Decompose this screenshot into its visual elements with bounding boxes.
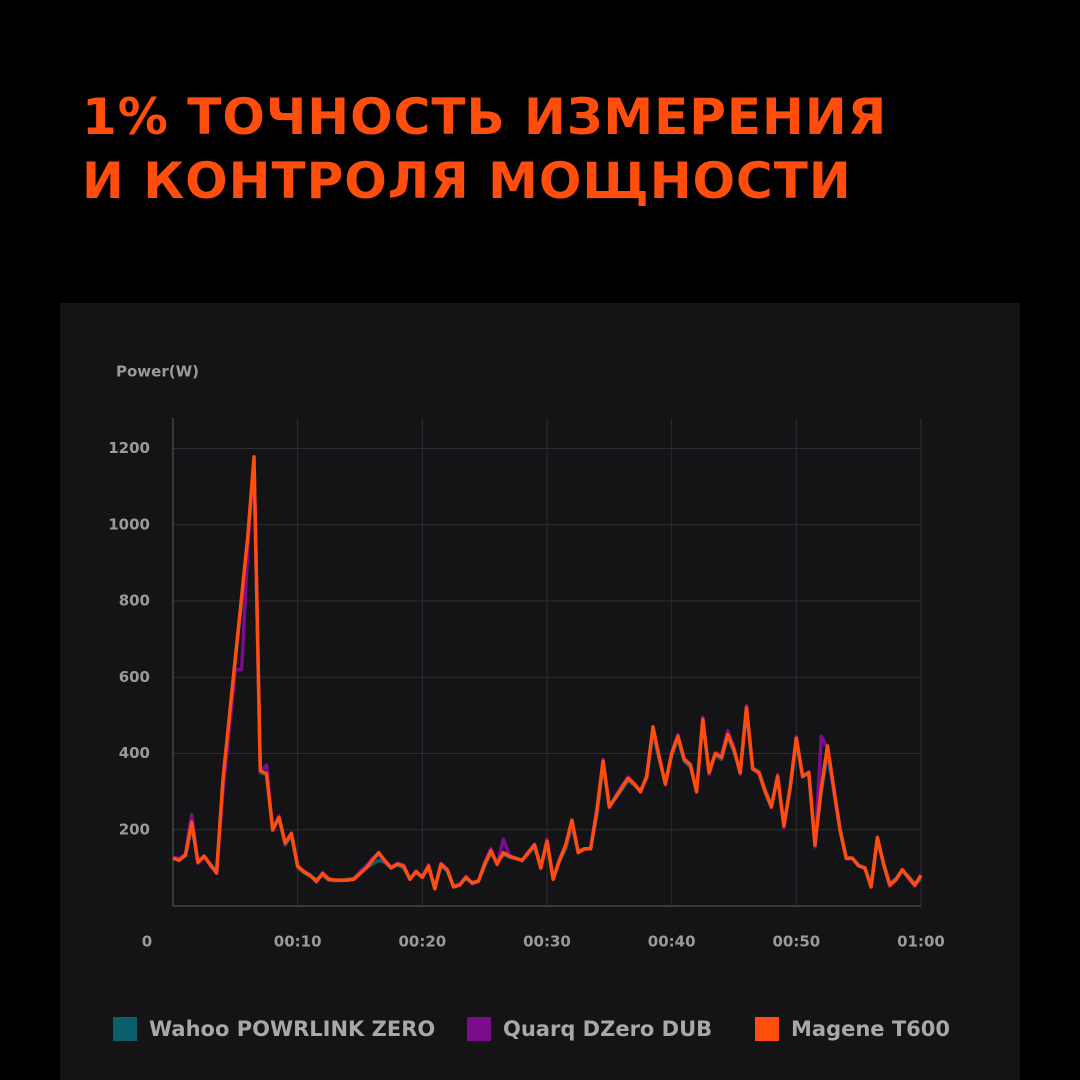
legend-swatch [755, 1017, 779, 1041]
x-tick-label: 00:40 [648, 933, 696, 951]
y-tick-label: 400 [119, 744, 150, 762]
y-tick-label: 1000 [108, 515, 150, 533]
legend-label: Quarq DZero DUB [503, 1017, 712, 1041]
x-tick-label: 00:30 [523, 933, 571, 951]
x-tick-label: 01:00 [897, 933, 945, 951]
legend-swatch [467, 1017, 491, 1041]
y-tick-label: 800 [119, 592, 150, 610]
y-tick-label: 600 [119, 668, 150, 686]
legend-swatch [113, 1017, 137, 1041]
x-tick-label: 00:50 [772, 933, 820, 951]
x-tick-label: 0 [142, 933, 152, 951]
legend-label: Magene T600 [791, 1017, 950, 1041]
x-tick-label: 00:10 [274, 933, 322, 951]
title-line: 1% ТОЧНОСТЬ ИЗМЕРЕНИЯ [82, 88, 888, 146]
y-tick-label: 200 [119, 820, 150, 838]
y-tick-label: 1200 [108, 439, 150, 457]
chart-panel [60, 303, 1020, 1080]
title-line: И КОНТРОЛЯ МОЩНОСТИ [82, 152, 852, 210]
legend-label: Wahoo POWRLINK ZERO [149, 1017, 435, 1041]
y-axis-title: Power(W) [116, 363, 199, 381]
series-line [172, 455, 923, 891]
x-tick-label: 00:20 [398, 933, 446, 951]
